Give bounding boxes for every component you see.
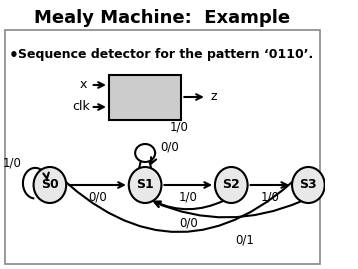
Text: S0: S0: [41, 179, 59, 192]
Text: clk: clk: [73, 101, 90, 114]
Text: 1/0: 1/0: [179, 190, 198, 204]
Text: z: z: [211, 90, 217, 104]
Circle shape: [215, 167, 248, 203]
Circle shape: [34, 167, 66, 203]
Text: 0/1: 0/1: [236, 233, 254, 246]
Text: S3: S3: [300, 179, 317, 192]
Text: Mealy Machine:  Example: Mealy Machine: Example: [34, 9, 290, 27]
Text: 0/0: 0/0: [160, 140, 179, 154]
Text: x: x: [80, 79, 87, 91]
Text: •: •: [9, 48, 19, 63]
Text: S2: S2: [222, 179, 240, 192]
Bar: [5, 30, 320, 264]
Text: 1/0: 1/0: [260, 190, 279, 204]
Circle shape: [292, 167, 325, 203]
Circle shape: [129, 167, 161, 203]
Text: 1/0: 1/0: [170, 121, 189, 133]
Text: 0/0: 0/0: [179, 217, 198, 229]
Bar: [109, 75, 182, 120]
Text: 0/0: 0/0: [88, 190, 107, 204]
Text: Sequence detector for the pattern ‘0110’.: Sequence detector for the pattern ‘0110’…: [18, 48, 313, 61]
Text: S1: S1: [136, 179, 154, 192]
Text: 1/0: 1/0: [3, 157, 22, 170]
